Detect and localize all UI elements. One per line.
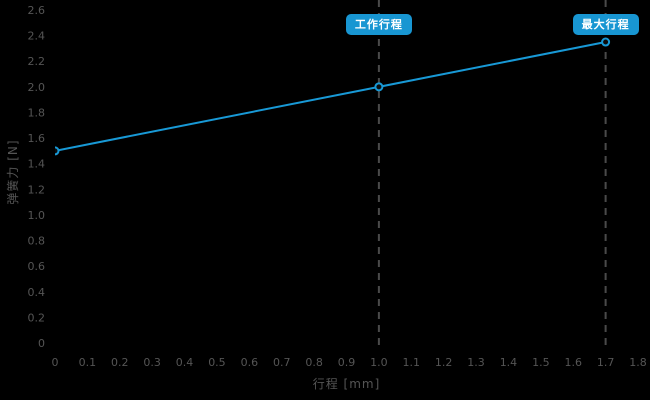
x-tick-label: 0.9 — [338, 356, 356, 369]
y-tick-label: 1.4 — [28, 158, 46, 171]
y-tick-label: 2.2 — [28, 55, 46, 68]
y-tick-label: 0.4 — [28, 286, 46, 299]
spring-force-point — [601, 37, 611, 47]
spring-force-point — [374, 82, 384, 92]
y-tick-label: 2.4 — [28, 30, 46, 43]
y-axis-label: 弹簧力 [N] — [6, 139, 20, 205]
x-tick-label: 0 — [52, 356, 59, 369]
y-tick-label: 0.8 — [28, 235, 46, 248]
x-tick-label: 1.8 — [629, 356, 647, 369]
x-tick-label: 1.5 — [532, 356, 550, 369]
series-group — [55, 37, 611, 156]
max-stroke-badge: 最大行程 — [572, 14, 639, 35]
x-tick-label: 1.0 — [370, 356, 388, 369]
x-tick-label: 0.8 — [305, 356, 323, 369]
x-tick-label: 0.4 — [176, 356, 194, 369]
spring-force-point — [55, 146, 60, 156]
y-tick-label: 1.0 — [28, 209, 46, 222]
y-tick-label: 2.0 — [28, 81, 46, 94]
x-tick-label: 1.7 — [597, 356, 615, 369]
y-tick-label: 1.8 — [28, 106, 46, 119]
y-tick-label: 0.2 — [28, 311, 46, 324]
y-tick-label: 1.6 — [28, 132, 46, 145]
y-tick-label: 0.6 — [28, 260, 46, 273]
x-tick-label: 0.6 — [241, 356, 259, 369]
x-tick-label: 0.3 — [143, 356, 161, 369]
x-tick-label: 1.4 — [500, 356, 518, 369]
working-stroke-badge: 工作行程 — [345, 14, 412, 35]
x-axis-label: 行程 [mm] — [312, 377, 381, 391]
x-tick-label: 1.1 — [403, 356, 421, 369]
y-tick-label: 2.6 — [28, 4, 46, 17]
x-tick-label: 0.1 — [79, 356, 97, 369]
spring-force-line — [55, 41, 606, 152]
y-tick-label: 0 — [38, 337, 45, 350]
x-tick-label: 0.7 — [273, 356, 291, 369]
y-tick-label: 1.2 — [28, 183, 46, 196]
x-tick-label: 0.5 — [208, 356, 226, 369]
x-tick-label: 0.2 — [111, 356, 129, 369]
x-tick-label: 1.3 — [467, 356, 485, 369]
x-tick-label: 1.2 — [435, 356, 453, 369]
x-tick-label: 1.6 — [564, 356, 582, 369]
